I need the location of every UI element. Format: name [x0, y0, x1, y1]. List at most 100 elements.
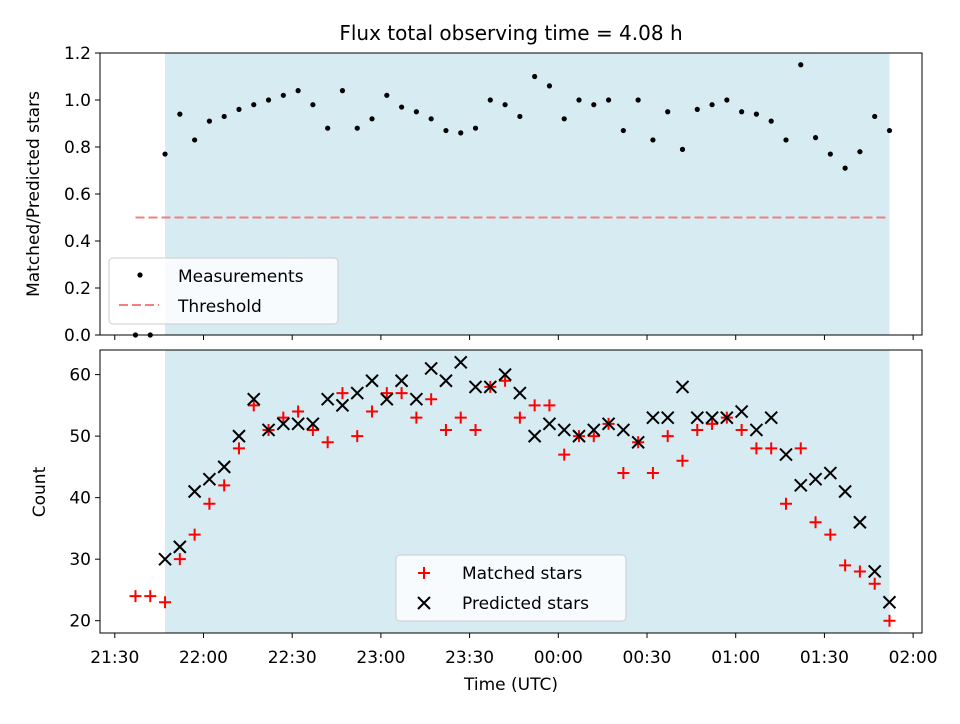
measurement-point — [398, 104, 405, 110]
predicted-star-point — [646, 410, 660, 425]
matched-star-point — [883, 614, 896, 627]
predicted-star-point — [631, 435, 645, 449]
predicted-star-point — [424, 361, 438, 376]
predicted-star-point — [261, 423, 276, 437]
measurement-point — [620, 127, 626, 134]
measurement-point — [532, 73, 538, 80]
predicted-star-point — [380, 392, 394, 406]
top-y-tick-label: 0.6 — [64, 185, 91, 205]
bottom-x-axis-ticks: 21:30 22:00 22:30 23:00 23:30 00:00 00:30 01:00… — [90, 633, 938, 668]
matched-star-point — [661, 430, 674, 443]
measurement-point — [236, 106, 242, 112]
predicted-star-point — [439, 374, 453, 388]
measurement-point — [443, 127, 449, 134]
predicted-star-point — [794, 478, 808, 493]
legend-measurements-label: Measurements — [178, 267, 304, 287]
measurement-point — [428, 116, 434, 122]
matched-star-point — [425, 393, 438, 406]
matched-star-point — [691, 423, 704, 436]
bottom-panel: 20 30 40 50 60 21:30 22:00 22:30 23:00 23:30 00:0… — [30, 349, 938, 695]
predicted-star-point — [749, 423, 764, 437]
legend-measurements-marker — [137, 272, 143, 278]
matched-star-point — [765, 442, 778, 455]
measurement-point — [162, 151, 168, 157]
measurement-point — [369, 116, 375, 122]
predicted-star-point — [394, 374, 409, 388]
measurement-point — [413, 109, 419, 115]
measurement-point — [251, 102, 257, 108]
matched-star-point — [779, 497, 792, 510]
predicted-star-point — [306, 417, 320, 431]
top-y-tick-label: 0.4 — [64, 232, 91, 252]
matched-star-point — [839, 559, 852, 572]
predicted-star-point — [158, 552, 172, 566]
predicted-star-point — [705, 410, 719, 425]
matched-star-point — [706, 417, 719, 430]
matched-star-point — [366, 405, 379, 418]
predicted-star-point — [720, 410, 734, 425]
measurement-point — [561, 116, 567, 122]
matched-star-point — [321, 436, 334, 449]
predicted-star-point — [513, 386, 527, 400]
top-y-tick-label: 1.2 — [64, 44, 91, 64]
matched-star-point — [824, 528, 837, 541]
chart-title: Flux total observing time = 4.08 h — [339, 21, 682, 45]
bottom-legend-box — [395, 554, 627, 622]
matched-star-point — [868, 577, 881, 590]
matched-star-point — [395, 387, 408, 400]
matched-star-point — [469, 423, 482, 436]
top-x-axis-ticks — [114, 335, 914, 340]
measurement-point — [354, 125, 360, 131]
matched-star-point — [351, 430, 364, 443]
matched-star-point — [247, 399, 260, 412]
predicted-star-point — [823, 466, 838, 480]
measurement-point — [177, 111, 183, 117]
measurement-point — [265, 97, 272, 103]
predicted-star-point — [734, 404, 749, 419]
measurement-point — [192, 137, 198, 143]
matched-star-point — [188, 528, 201, 541]
measurement-point — [739, 109, 745, 115]
matched-star-point — [218, 479, 231, 492]
predicted-star-point — [409, 392, 424, 406]
predicted-star-point — [882, 595, 897, 609]
x-tick-label: 23:30 — [445, 648, 494, 668]
matched-star-point — [410, 411, 423, 424]
matched-star-point — [499, 374, 512, 387]
top-y-tick-label: 0.0 — [64, 326, 91, 346]
predicted-star-point — [601, 417, 616, 431]
measurement-point — [280, 92, 286, 98]
top-y-axis-label: Matched/Predicted stars — [24, 91, 44, 297]
matched-star-point — [277, 411, 290, 424]
measurement-point — [339, 88, 346, 94]
measurement-point — [576, 97, 582, 103]
measurement-point — [857, 149, 863, 155]
predicted-star-point — [483, 380, 498, 394]
bottom-y-tick-label: 50 — [69, 427, 91, 447]
matched-star-point — [144, 590, 157, 603]
matched-star-point — [513, 411, 526, 424]
measurement-point — [665, 109, 671, 115]
measurement-point — [798, 62, 804, 68]
x-tick-label: 01:00 — [711, 648, 760, 668]
measurement-point — [709, 102, 715, 108]
matched-star-point — [129, 590, 142, 603]
bottom-y-axis-ticks: 20 30 40 50 60 — [69, 366, 100, 632]
predicted-star-point — [853, 515, 867, 529]
matched-star-point — [676, 454, 689, 467]
measurement-point — [768, 118, 774, 124]
x-tick-label: 21:30 — [90, 648, 139, 668]
legend-predicted-marker — [417, 596, 431, 610]
measurement-point — [458, 130, 464, 136]
predicted-star-point — [173, 540, 187, 554]
measurement-point — [517, 113, 523, 120]
predicted-star-point — [661, 410, 675, 425]
measurement-point — [221, 113, 227, 120]
matched-star-point — [794, 442, 807, 455]
predicted-star-point — [808, 472, 823, 486]
measurement-point — [783, 137, 789, 143]
bottom-legend: Matched stars Predicted stars — [395, 554, 627, 622]
x-tick-label: 23:00 — [356, 648, 405, 668]
matched-star-point — [173, 553, 186, 566]
measurement-point — [694, 106, 700, 112]
